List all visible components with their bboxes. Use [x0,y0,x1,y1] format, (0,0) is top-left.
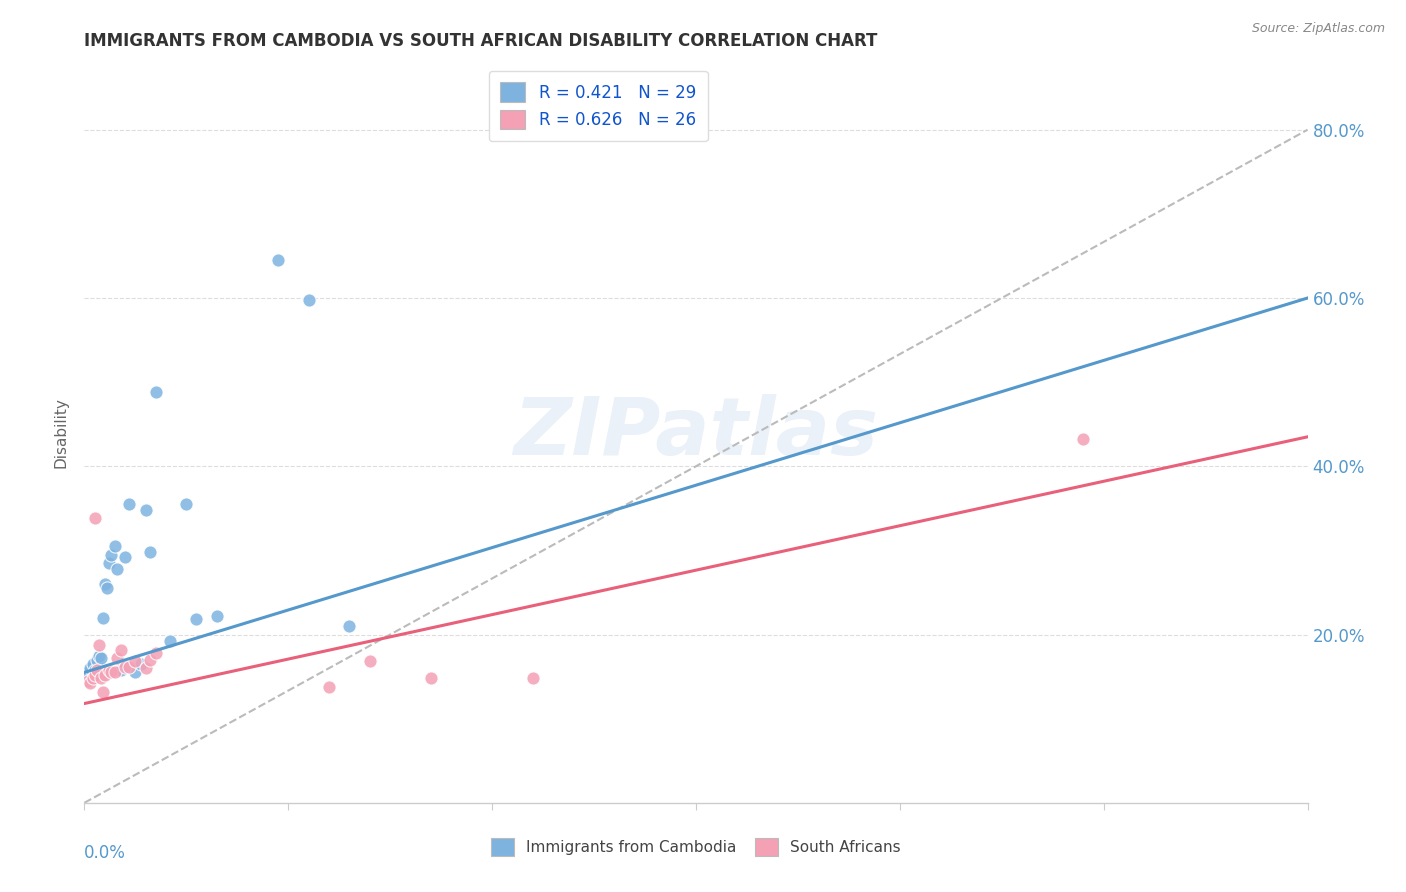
Point [145,385,167,400]
Text: ZIPatlas: ZIPatlas [513,393,879,472]
Point [145,646,167,660]
Point [420,671,443,685]
Point [339,619,361,633]
Point [100,548,122,562]
Point [91,610,114,624]
Point [174,497,197,511]
Point [114,659,136,673]
Point [318,680,340,694]
Point [138,545,160,559]
Point [124,655,146,669]
Point [159,634,181,648]
Point [93,668,115,682]
Point [86,653,108,667]
Point [91,685,114,699]
Point [83,511,105,525]
Legend: Immigrants from Cambodia, South Africans: Immigrants from Cambodia, South Africans [485,832,907,862]
Point [90,651,112,665]
Point [124,665,146,680]
Point [186,612,208,626]
Point [104,665,127,680]
Point [100,665,122,680]
Point [79,676,101,690]
Text: IMMIGRANTS FROM CAMBODIA VS SOUTH AFRICAN DISABILITY CORRELATION CHART: IMMIGRANTS FROM CAMBODIA VS SOUTH AFRICA… [84,32,877,50]
Point [93,577,115,591]
Point [82,657,104,671]
Point [82,671,104,685]
Point [135,661,157,675]
Point [86,663,108,677]
Text: 0.0%: 0.0% [84,844,127,862]
Point [96,581,118,595]
Point [298,293,321,307]
Point [83,668,105,682]
Point [97,556,120,570]
Point [97,663,120,677]
Point [359,655,381,669]
Point [205,609,228,624]
Point [104,539,127,553]
Point [1073,433,1095,447]
Point [114,550,136,565]
Point [522,671,544,685]
Point [110,663,132,677]
Point [110,642,132,657]
Point [90,671,112,685]
Point [77,673,100,688]
Point [105,651,128,665]
Point [267,253,290,268]
Y-axis label: Disability: Disability [53,397,69,468]
Point [77,665,100,680]
Point [79,661,101,675]
Point [87,638,110,652]
Point [83,663,105,677]
Point [87,648,110,663]
Point [138,653,160,667]
Text: Source: ZipAtlas.com: Source: ZipAtlas.com [1251,22,1385,36]
Point [135,503,157,517]
Point [118,659,141,673]
Point [105,562,128,576]
Point [118,497,141,511]
Point [131,657,153,671]
